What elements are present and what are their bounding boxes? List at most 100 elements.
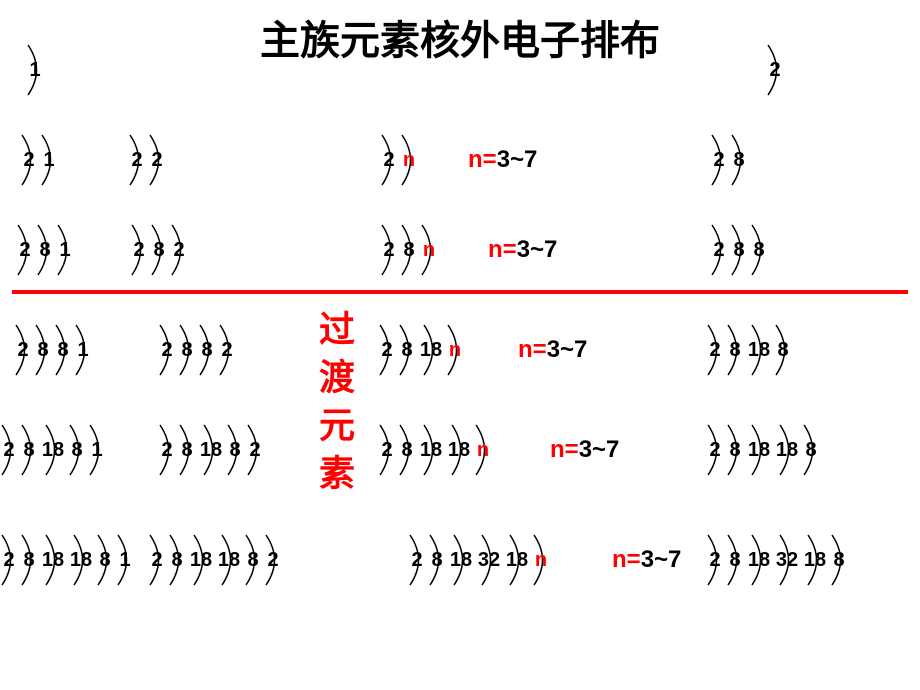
electron-shell: 18 xyxy=(504,535,530,585)
n-range-annotation: n=3~7 xyxy=(468,146,537,174)
electron-shell: 18 xyxy=(746,535,772,585)
shell-number: 8 xyxy=(181,439,192,462)
shell-number: 8 xyxy=(37,339,48,362)
shell-number: 2 xyxy=(3,549,14,572)
shell-number: 8 xyxy=(833,549,844,572)
electron-shell: n xyxy=(420,225,438,275)
shell-group: 2 8 8 1 xyxy=(14,325,94,375)
electron-shell: 2 xyxy=(408,535,426,585)
electron-shell: 8 xyxy=(20,425,38,475)
shell-group: 2 8 18 18 8 2 xyxy=(148,535,284,585)
electron-shell: 18 xyxy=(418,325,444,375)
shell-number: n xyxy=(477,439,489,462)
shell-number: n xyxy=(403,149,415,172)
electron-shell: 2 xyxy=(380,135,398,185)
electron-shell: 8 xyxy=(730,225,748,275)
shell-number: 2 xyxy=(769,59,780,82)
electron-shell: 18 xyxy=(68,535,94,585)
shell-group: 2 8 18 18 8 1 xyxy=(0,535,136,585)
electron-shell: 2 xyxy=(148,135,166,185)
shell-number: 8 xyxy=(181,339,192,362)
shell-number: 18 xyxy=(218,549,240,572)
electron-shell: 2 xyxy=(706,535,724,585)
shell-number: 18 xyxy=(506,549,528,572)
electron-shell: 18 xyxy=(216,535,242,585)
electron-shell: 8 xyxy=(68,425,86,475)
shell-group: 2 n xyxy=(380,135,420,185)
n-range-annotation: n=3~7 xyxy=(518,336,587,364)
shell-number: 2 xyxy=(173,239,184,262)
shell-group: 1 xyxy=(26,45,46,95)
shell-number: 1 xyxy=(77,339,88,362)
shell-number: 8 xyxy=(729,339,740,362)
shell-number: 2 xyxy=(17,339,28,362)
electron-shell: 1 xyxy=(88,425,106,475)
shell-number: 18 xyxy=(42,439,64,462)
electron-shell: 1 xyxy=(116,535,134,585)
shell-number: 18 xyxy=(450,549,472,572)
electron-shell: 2 xyxy=(148,535,166,585)
shell-number: 18 xyxy=(190,549,212,572)
shell-number: 8 xyxy=(401,439,412,462)
n-range-annotation: n=3~7 xyxy=(488,236,557,264)
electron-shell: 2 xyxy=(218,325,236,375)
electron-shell: 2 xyxy=(246,425,264,475)
shell-number: 2 xyxy=(19,239,30,262)
shell-number: 2 xyxy=(131,149,142,172)
electron-shell: 8 xyxy=(20,535,38,585)
electron-shell: 8 xyxy=(226,425,244,475)
electron-shell: 18 xyxy=(198,425,224,475)
electron-shell: 8 xyxy=(178,325,196,375)
shell-number: 8 xyxy=(23,439,34,462)
shell-number: 18 xyxy=(748,439,770,462)
shell-group: 2 8 18 8 2 xyxy=(158,425,266,475)
electron-shell: 2 xyxy=(0,535,18,585)
shell-number: 18 xyxy=(776,439,798,462)
electron-shell: 18 xyxy=(802,535,828,585)
shell-number: 2 xyxy=(23,149,34,172)
shell-number: 8 xyxy=(23,549,34,572)
shell-number: 2 xyxy=(161,339,172,362)
electron-shell: 8 xyxy=(178,425,196,475)
electron-shell: n xyxy=(400,135,418,185)
shell-number: 1 xyxy=(59,239,70,262)
shell-group: 2 8 2 xyxy=(130,225,190,275)
shell-number: 18 xyxy=(70,549,92,572)
electron-shell: 8 xyxy=(168,535,186,585)
shell-number: 18 xyxy=(448,439,470,462)
electron-shell: 8 xyxy=(774,325,792,375)
shell-number: 32 xyxy=(776,549,798,572)
electron-shell: 8 xyxy=(398,325,416,375)
electron-shell: 2 xyxy=(710,225,728,275)
shell-group: 2 8 xyxy=(710,135,750,185)
shell-group: 2 8 8 xyxy=(710,225,770,275)
electron-shell: 2 xyxy=(706,325,724,375)
electron-shell: 8 xyxy=(802,425,820,475)
shell-number: 18 xyxy=(420,439,442,462)
shell-number: 8 xyxy=(729,549,740,572)
shell-number: 1 xyxy=(119,549,130,572)
electron-shell: 32 xyxy=(774,535,800,585)
electron-shell: 1 xyxy=(56,225,74,275)
electron-shell: n xyxy=(532,535,550,585)
electron-shell: 8 xyxy=(36,225,54,275)
shell-number: 2 xyxy=(713,149,724,172)
shell-group: 2 8 18 8 1 xyxy=(0,425,108,475)
page-title: 主族元素核外电子排布 xyxy=(260,8,660,66)
electron-shell: 2 xyxy=(158,325,176,375)
shell-group: 2 8 18 n xyxy=(378,325,466,375)
shell-group: 2 8 18 18 8 xyxy=(706,425,822,475)
divider-line xyxy=(12,290,908,294)
n-range-annotation: n=3~7 xyxy=(550,436,619,464)
electron-shell: 1 xyxy=(40,135,58,185)
shell-number: 18 xyxy=(748,339,770,362)
electron-shell: 1 xyxy=(26,45,44,95)
electron-shell: 2 xyxy=(20,135,38,185)
shell-number: 2 xyxy=(3,439,14,462)
electron-shell: n xyxy=(474,425,492,475)
shell-number: 2 xyxy=(383,149,394,172)
shell-group: 2 8 1 xyxy=(16,225,76,275)
electron-shell: 8 xyxy=(730,135,748,185)
shell-number: 2 xyxy=(151,149,162,172)
shell-number: 8 xyxy=(201,339,212,362)
